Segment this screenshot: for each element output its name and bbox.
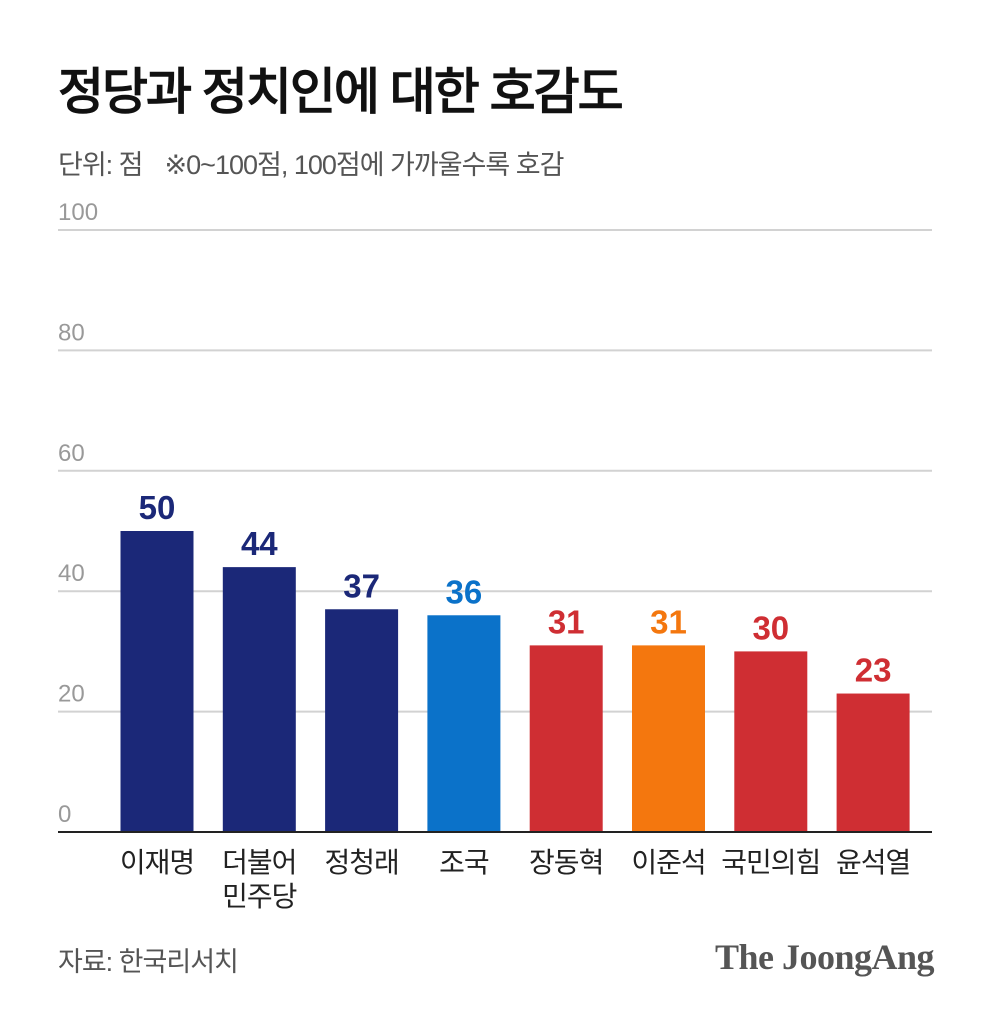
bar: [836, 693, 910, 832]
x-tick-label: 정청래: [324, 847, 398, 878]
y-tick-label: 60: [58, 440, 85, 467]
y-tick-label: 0: [58, 801, 71, 828]
x-tick-label: 장동혁: [529, 847, 603, 878]
bar: [734, 651, 808, 832]
data-label: 31: [548, 603, 585, 640]
x-tick-label: 이재명: [120, 847, 194, 878]
x-tick-label: 조국: [439, 847, 489, 878]
data-label: 37: [343, 567, 380, 604]
scale-note: ※0~100점, 100점에 가까울수록 호감: [164, 150, 565, 180]
data-label: 36: [446, 573, 483, 610]
chart-subtitle: 단위: 점 ※0~100점, 100점에 가까울수록 호감: [58, 143, 565, 182]
y-tick-label: 40: [58, 560, 85, 587]
bar: [120, 531, 194, 832]
x-tick-label: 윤석열: [836, 847, 910, 878]
x-tick-label: 민주당: [222, 881, 297, 912]
bar: [427, 615, 501, 832]
bar: [325, 609, 399, 832]
y-tick-label: 80: [58, 319, 85, 346]
x-tick-label: 이준석: [631, 847, 705, 878]
data-label: 30: [752, 609, 789, 646]
data-label: 31: [650, 603, 687, 640]
chart-title: 정당과 정치인에 대한 호감도: [58, 64, 624, 120]
unit-label: 단위: 점: [58, 150, 144, 180]
x-tick-label: 국민의힘: [721, 847, 820, 878]
y-tick-label: 20: [58, 681, 85, 708]
bar: [632, 645, 705, 832]
source-label: 자료: 한국리서치: [58, 947, 239, 977]
y-tick-label: 100: [58, 199, 98, 226]
data-label: 23: [855, 652, 892, 689]
bar: [529, 645, 603, 832]
data-label: 50: [139, 489, 176, 526]
brand-logo: The JoongAng: [714, 937, 935, 977]
x-tick-label: 더불어: [222, 847, 296, 878]
bar: [222, 567, 296, 832]
data-label: 44: [241, 525, 278, 562]
